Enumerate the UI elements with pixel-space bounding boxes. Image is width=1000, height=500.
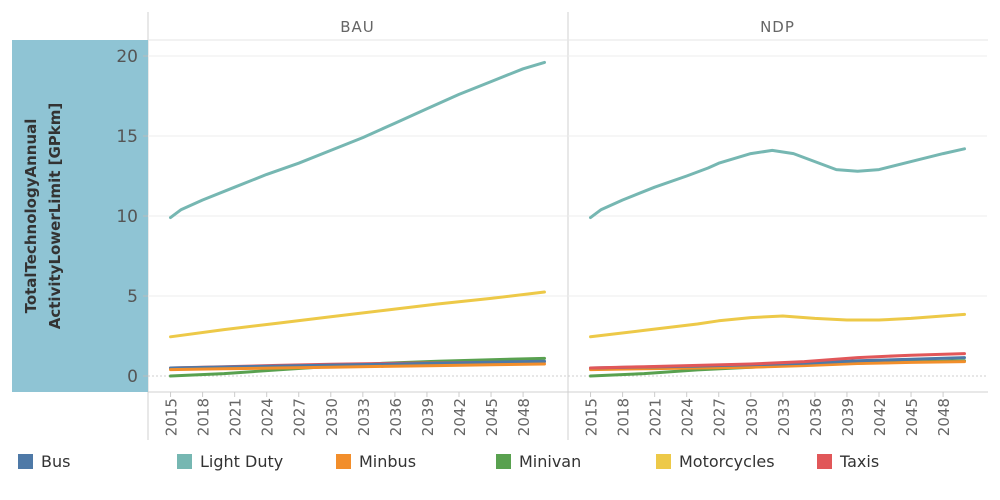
x-tick-label: 2018 — [195, 398, 213, 436]
legend-item: Motorcycles — [656, 448, 775, 474]
x-tick-label: 2021 — [227, 398, 245, 436]
y-tick-label: 5 — [127, 287, 138, 307]
x-tick-label: 2036 — [387, 398, 405, 436]
legend-label: Minbus — [359, 451, 417, 471]
series-line-bus — [169, 359, 546, 370]
x-tick-label: 2039 — [839, 398, 857, 436]
chart-legend: Bus Light Duty Minbus Minivan Motorcycles Tax… — [0, 448, 1000, 478]
legend-swatch — [817, 453, 832, 469]
series-line-minbus — [169, 362, 546, 372]
x-tick-label: 2045 — [483, 398, 501, 436]
legend-item: Minivan — [496, 448, 581, 474]
series-line-motorcycles — [169, 290, 546, 339]
y-axis-title-background — [12, 40, 148, 392]
x-tick-label: 2030 — [743, 398, 761, 436]
legend-swatch — [656, 453, 671, 469]
y-tick-label: 10 — [116, 207, 138, 227]
series-line-taxis — [589, 352, 966, 370]
x-tick-label: 2045 — [903, 398, 921, 436]
legend-label: Motorcycles — [679, 451, 775, 471]
x-tick-label: 2033 — [775, 398, 793, 436]
series-line-light-duty — [589, 147, 966, 220]
y-tick-label: 15 — [116, 127, 138, 147]
x-tick-label: 2021 — [647, 398, 665, 436]
series-line-minbus — [589, 360, 966, 372]
legend-label: Bus — [41, 451, 71, 471]
legend-item: Bus — [18, 448, 70, 474]
legend-swatch — [336, 453, 351, 469]
series-line-light-duty — [169, 60, 546, 220]
x-tick-label: 2048 — [935, 398, 953, 436]
x-tick-label: 2042 — [871, 398, 889, 436]
panel-title: BAU — [340, 18, 375, 36]
legend-item: Minbus — [336, 448, 416, 474]
x-tick-label: 2015 — [163, 398, 181, 436]
x-tick-label: 2024 — [679, 398, 697, 436]
legend-item: Taxis — [817, 448, 879, 474]
series-line-motorcycles — [589, 312, 966, 339]
y-axis-title-line: TotalTechnologyAnnual — [22, 119, 40, 314]
y-axis-title-line: ActivityLowerLimit [GPkm] — [46, 103, 64, 329]
x-tick-label: 2039 — [419, 398, 437, 436]
legend-swatch — [18, 453, 33, 469]
x-tick-label: 2036 — [807, 398, 825, 436]
x-tick-label: 2033 — [355, 398, 373, 436]
x-tick-label: 2027 — [291, 398, 309, 436]
legend-label: Minivan — [519, 451, 582, 471]
legend-swatch — [177, 453, 192, 469]
x-tick-label: 2027 — [711, 398, 729, 436]
panel-title: NDP — [760, 18, 795, 36]
x-tick-label: 2018 — [615, 398, 633, 436]
x-tick-label: 2015 — [583, 398, 601, 436]
legend-label: Taxis — [840, 451, 880, 471]
legend-swatch — [496, 453, 511, 469]
x-tick-label: 2030 — [323, 398, 341, 436]
y-tick-label: 20 — [116, 47, 138, 67]
legend-item: Light Duty — [177, 448, 283, 474]
y-tick-label: 0 — [127, 367, 138, 387]
x-tick-label: 2048 — [515, 398, 533, 436]
legend-label: Light Duty — [200, 451, 284, 471]
x-tick-label: 2024 — [259, 398, 277, 436]
x-tick-label: 2042 — [451, 398, 469, 436]
